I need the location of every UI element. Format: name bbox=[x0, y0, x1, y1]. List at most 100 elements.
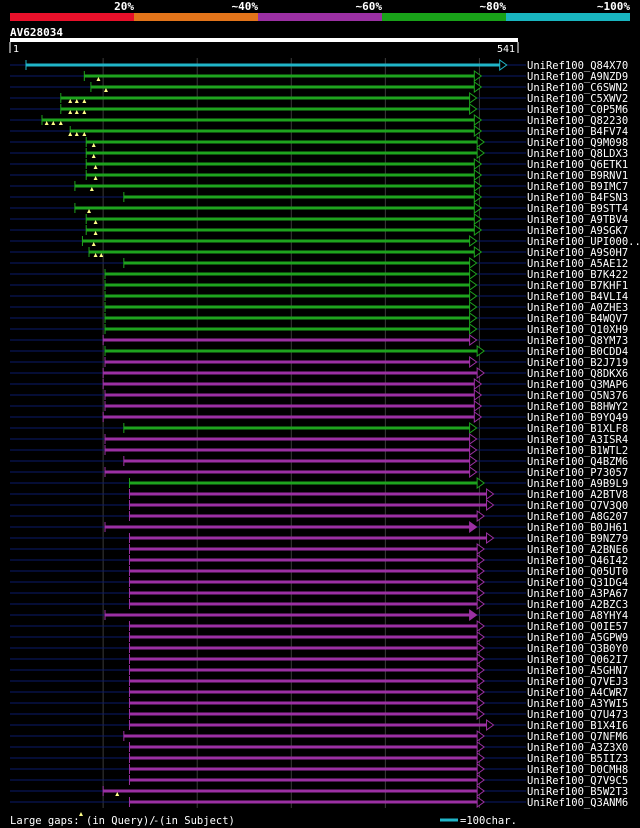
hit-label[interactable]: UniRef100_Q3MAP6 bbox=[527, 379, 628, 391]
hit-row[interactable]: UniRef100_B4FSN3 bbox=[10, 191, 628, 204]
hit-label[interactable]: UniRef100_A5GPW9 bbox=[527, 632, 628, 644]
hit-row[interactable]: UniRef100_B7KHF1 bbox=[10, 279, 628, 292]
hit-row[interactable]: UniRef100_B9STT4 bbox=[10, 202, 628, 215]
hit-label[interactable]: UniRef100_UPI000.. bbox=[527, 236, 640, 248]
hit-row[interactable]: UniRef100_Q05UT0 bbox=[10, 565, 628, 578]
hit-row[interactable]: UniRef100_A9TBV4 bbox=[10, 213, 628, 226]
hit-label[interactable]: UniRef100_P73057 bbox=[527, 467, 628, 479]
hit-label[interactable]: UniRef100_B4WQV7 bbox=[527, 313, 628, 325]
hit-row[interactable]: UniRef100_B9NZ79 bbox=[10, 532, 628, 545]
hit-row[interactable]: UniRef100_B2J719 bbox=[10, 356, 628, 369]
hit-row[interactable]: UniRef100_Q9M098 bbox=[10, 136, 628, 149]
hit-row[interactable]: UniRef100_Q0IE57 bbox=[10, 620, 628, 633]
hit-label[interactable]: UniRef100_B5IIZ3 bbox=[527, 753, 628, 765]
hit-row[interactable]: UniRef100_A3YWI5 bbox=[10, 697, 628, 710]
hit-row[interactable]: UniRef100_Q31DG4 bbox=[10, 576, 628, 589]
hit-label[interactable]: UniRef100_Q7VEJ3 bbox=[527, 676, 628, 688]
hit-label[interactable]: UniRef100_A5GHN7 bbox=[527, 665, 628, 677]
hit-label[interactable]: UniRef100_C5XWV2 bbox=[527, 93, 628, 105]
hit-row[interactable]: UniRef100_Q7U473 bbox=[10, 708, 628, 721]
hit-label[interactable]: UniRef100_Q05UT0 bbox=[527, 566, 628, 578]
hit-label[interactable]: UniRef100_B9RNV1 bbox=[527, 170, 628, 182]
hit-row[interactable]: UniRef100_Q46I42 bbox=[10, 554, 628, 567]
hit-row[interactable]: UniRef100_Q5N376 bbox=[10, 389, 628, 402]
hit-label[interactable]: UniRef100_A9S0H7 bbox=[527, 247, 628, 259]
hit-label[interactable]: UniRef100_Q062I7 bbox=[527, 654, 628, 666]
hit-row[interactable]: UniRef100_Q062I7 bbox=[10, 653, 628, 666]
hit-row[interactable]: UniRef100_B9YQ49 bbox=[10, 411, 628, 424]
hit-label[interactable]: UniRef100_Q8DKX6 bbox=[527, 368, 628, 380]
hit-label[interactable]: UniRef100_B1XLF8 bbox=[527, 423, 628, 435]
hit-label[interactable]: UniRef100_A9NZD9 bbox=[527, 71, 628, 83]
hit-row[interactable]: UniRef100_A4CWR7 bbox=[10, 686, 628, 699]
hit-label[interactable]: UniRef100_B4FSN3 bbox=[527, 192, 628, 204]
hit-label[interactable]: UniRef100_D0CMH8 bbox=[527, 764, 628, 776]
hit-label[interactable]: UniRef100_A0ZHE3 bbox=[527, 302, 628, 314]
hit-label[interactable]: UniRef100_B9STT4 bbox=[527, 203, 628, 215]
hit-label[interactable]: UniRef100_A2BTV8 bbox=[527, 489, 628, 501]
hit-label[interactable]: UniRef100_Q82230 bbox=[527, 115, 628, 127]
hit-label[interactable]: UniRef100_Q6ETK1 bbox=[527, 159, 628, 171]
hit-row[interactable]: UniRef100_Q7V9C5 bbox=[10, 774, 628, 787]
hit-row[interactable]: UniRef100_B8HWY2 bbox=[10, 400, 628, 413]
hit-row[interactable]: UniRef100_A9B9L9 bbox=[10, 477, 628, 490]
hit-label[interactable]: UniRef100_Q3B0Y0 bbox=[527, 643, 628, 655]
hit-row[interactable]: UniRef100_B4FV74 bbox=[10, 125, 628, 138]
hit-row[interactable]: UniRef100_Q3MAP6 bbox=[10, 378, 628, 391]
hit-row[interactable]: UniRef100_A9SGK7 bbox=[10, 224, 628, 237]
hit-label[interactable]: UniRef100_B8HWY2 bbox=[527, 401, 628, 413]
hit-label[interactable]: UniRef100_Q9M098 bbox=[527, 137, 628, 149]
hit-row[interactable]: UniRef100_Q84X70 bbox=[10, 59, 628, 72]
hit-label[interactable]: UniRef100_Q4BZM6 bbox=[527, 456, 628, 468]
hit-row[interactable]: UniRef100_Q7V3Q0 bbox=[10, 499, 628, 512]
hit-row[interactable]: UniRef100_Q8DKX6 bbox=[10, 367, 628, 380]
hit-label[interactable]: UniRef100_Q31DG4 bbox=[527, 577, 628, 589]
hit-label[interactable]: UniRef100_C0P5M6 bbox=[527, 104, 628, 116]
hit-row[interactable]: UniRef100_B5IIZ3 bbox=[10, 752, 628, 765]
hit-row[interactable]: UniRef100_B1WTL2 bbox=[10, 444, 628, 457]
hit-row[interactable]: UniRef100_C0P5M6 bbox=[10, 103, 628, 116]
hit-label[interactable]: UniRef100_B2J719 bbox=[527, 357, 628, 369]
hit-row[interactable]: UniRef100_Q7NFM6 bbox=[10, 730, 628, 743]
hit-row[interactable]: UniRef100_A2BZC3 bbox=[10, 598, 628, 611]
hit-row[interactable]: UniRef100_P73057 bbox=[10, 466, 628, 479]
hit-label[interactable]: UniRef100_B0CDD4 bbox=[527, 346, 628, 358]
hit-label[interactable]: UniRef100_C6SWN2 bbox=[527, 82, 628, 94]
hit-row[interactable]: UniRef100_Q8LDX3 bbox=[10, 147, 628, 160]
hit-row[interactable]: UniRef100_A5GHN7 bbox=[10, 664, 628, 677]
hit-row[interactable]: UniRef100_A3PA67 bbox=[10, 587, 628, 600]
hit-row[interactable]: UniRef100_A0ZHE3 bbox=[10, 301, 628, 314]
hit-label[interactable]: UniRef100_A8G207 bbox=[527, 511, 628, 523]
hit-label[interactable]: UniRef100_Q8YM73 bbox=[527, 335, 628, 347]
hit-label[interactable]: UniRef100_Q5N376 bbox=[527, 390, 628, 402]
hit-label[interactable]: UniRef100_A3ISR4 bbox=[527, 434, 628, 446]
hit-label[interactable]: UniRef100_A3YWI5 bbox=[527, 698, 628, 710]
hit-label[interactable]: UniRef100_B1X4I6 bbox=[527, 720, 628, 732]
hit-row[interactable]: UniRef100_D0CMH8 bbox=[10, 763, 628, 776]
hit-label[interactable]: UniRef100_B7KHF1 bbox=[527, 280, 628, 292]
hit-row[interactable]: UniRef100_A8YHY4 bbox=[10, 609, 628, 622]
hit-label[interactable]: UniRef100_B7K422 bbox=[527, 269, 628, 281]
hit-label[interactable]: UniRef100_Q46I42 bbox=[527, 555, 628, 567]
hit-row[interactable]: UniRef100_Q3B0Y0 bbox=[10, 642, 628, 655]
hit-row[interactable]: UniRef100_B1XLF8 bbox=[10, 422, 628, 435]
hit-label[interactable]: UniRef100_B5W2T3 bbox=[527, 786, 628, 798]
hit-row[interactable]: UniRef100_A9NZD9 bbox=[10, 70, 628, 83]
hit-label[interactable]: UniRef100_Q84X70 bbox=[527, 60, 628, 72]
hit-row[interactable]: UniRef100_A5AE12 bbox=[10, 257, 628, 270]
hit-label[interactable]: UniRef100_Q8LDX3 bbox=[527, 148, 628, 160]
hit-label[interactable]: UniRef100_A3PA67 bbox=[527, 588, 628, 600]
hit-row[interactable]: UniRef100_B0CDD4 bbox=[10, 345, 628, 358]
hit-row[interactable]: UniRef100_B9IMC7 bbox=[10, 180, 628, 193]
hit-row[interactable]: UniRef100_A9S0H7 bbox=[10, 246, 628, 259]
hit-label[interactable]: UniRef100_A9B9L9 bbox=[527, 478, 628, 490]
hit-label[interactable]: UniRef100_Q7V9C5 bbox=[527, 775, 628, 787]
hit-label[interactable]: UniRef100_A4CWR7 bbox=[527, 687, 628, 699]
hit-label[interactable]: UniRef100_B0JH61 bbox=[527, 522, 628, 534]
hit-row[interactable]: UniRef100_A2BTV8 bbox=[10, 488, 628, 501]
hit-row[interactable]: UniRef100_Q10XH9 bbox=[10, 323, 628, 336]
hit-row[interactable]: UniRef100_B4VLI4 bbox=[10, 290, 628, 303]
hit-label[interactable]: UniRef100_A8YHY4 bbox=[527, 610, 628, 622]
hit-row[interactable]: UniRef100_A3Z3X0 bbox=[10, 741, 628, 754]
hit-label[interactable]: UniRef100_A2BNE6 bbox=[527, 544, 628, 556]
